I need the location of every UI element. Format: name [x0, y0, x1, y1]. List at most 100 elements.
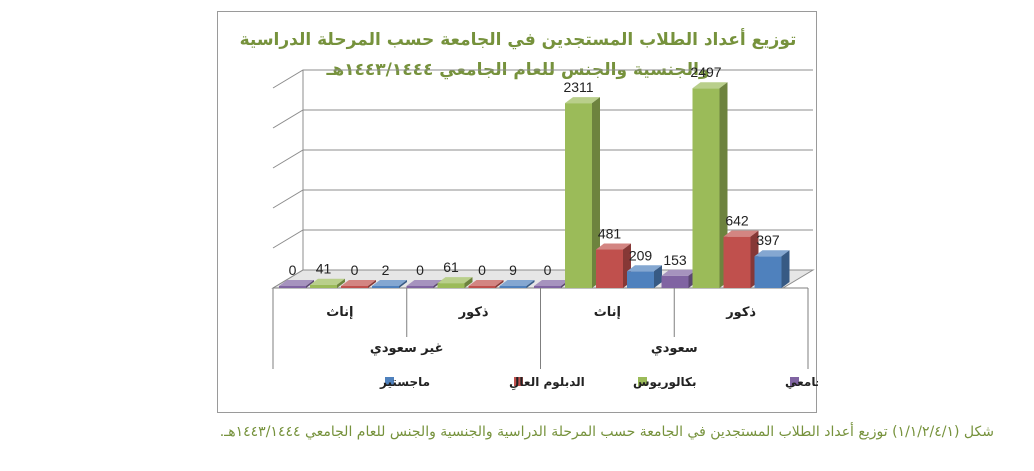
- bar-top: [596, 243, 631, 250]
- bar-1-2: [468, 280, 504, 288]
- bar-side: [464, 277, 473, 288]
- category-label: إناث: [326, 305, 353, 320]
- bar-3-1: [692, 82, 728, 289]
- category-axis: إناث ذكور إناث ذكور غير سعودي سعودي: [272, 287, 809, 369]
- bar-top: [534, 280, 569, 286]
- data-label: 41: [316, 261, 332, 277]
- legend-item: الدبلوم المتوسط والجامعي: [785, 375, 818, 390]
- bar-0-0: [279, 280, 314, 288]
- bar-2-1: [565, 97, 600, 289]
- bar-top: [723, 230, 759, 237]
- bar-front: [661, 275, 689, 288]
- data-label: 9: [509, 262, 517, 278]
- bar-side: [495, 280, 504, 288]
- legend-label: ماجستير: [379, 375, 430, 389]
- legend: الدبلوم المتوسط والجامعي بكالوريوس الدبلوم…: [379, 375, 818, 391]
- group-label: سعودي: [651, 341, 698, 356]
- bar-1-1: [437, 277, 473, 288]
- category-label: إناث: [594, 305, 621, 320]
- legend-item: ماجستير: [379, 375, 430, 389]
- chart-frame: توزيع أعداد الطلاب المستجدين في الجامعة …: [217, 11, 818, 413]
- bar-top: [406, 280, 442, 286]
- legend-label: الدبلوم العالِ: [509, 375, 585, 391]
- bar-top: [279, 280, 314, 286]
- bar-front: [372, 286, 399, 288]
- bar-3-3: [754, 250, 790, 288]
- bar-top: [437, 277, 473, 284]
- data-label: 642: [725, 213, 749, 229]
- data-label: 61: [443, 259, 459, 275]
- bar-top: [372, 280, 407, 286]
- bar-top: [627, 265, 662, 272]
- legend-item: الدبلوم العالِ: [509, 375, 585, 391]
- bar-front: [723, 236, 751, 288]
- bar-top: [661, 269, 697, 276]
- bar-top: [499, 280, 535, 286]
- bar-front: [310, 284, 337, 288]
- gridline: [272, 189, 813, 209]
- bar-front: [279, 286, 306, 288]
- bar-front: [437, 283, 465, 288]
- bar-2-3: [627, 265, 662, 288]
- bar-side: [592, 97, 600, 289]
- data-labels: 0 41 0 2 0 61 0 9 0 2311 481 209 153 2497 642 397: [289, 64, 780, 278]
- data-label: 153: [663, 252, 687, 268]
- legend-label: الدبلوم المتوسط والجامعي: [785, 375, 818, 390]
- bar-front: [341, 286, 368, 288]
- legend-swatch: [385, 377, 394, 386]
- bar-front: [499, 286, 527, 288]
- bar-3-2: [723, 230, 759, 288]
- data-label: 397: [756, 232, 780, 248]
- chart-svg: توزيع أعداد الطلاب المستجدين في الجامعة …: [240, 28, 818, 391]
- data-label: 2311: [563, 79, 593, 95]
- chart-title-line: توزيع أعداد الطلاب المستجدين في الجامعة …: [240, 28, 797, 50]
- bar-front: [627, 271, 654, 288]
- legend-swatch: [514, 377, 523, 386]
- bar-front: [596, 249, 623, 288]
- bar-side: [368, 280, 376, 288]
- bar-side: [654, 265, 662, 288]
- data-label: 0: [351, 262, 359, 278]
- bar-side: [781, 250, 790, 288]
- data-label: 0: [416, 262, 424, 278]
- bar-front: [692, 88, 720, 289]
- bar-front: [754, 256, 782, 288]
- group-label: غير سعودي: [370, 341, 444, 356]
- data-label: 481: [598, 226, 622, 242]
- category-label: ذكور: [458, 305, 489, 320]
- bar-side: [306, 280, 314, 288]
- gridline: [272, 149, 813, 169]
- bar-top: [468, 280, 504, 286]
- figure-caption: شكل (١/١/٢/٤/١) توزيع أعداد الطلاب المست…: [219, 424, 994, 440]
- bar-front: [565, 103, 592, 289]
- bar-3-0: [661, 269, 697, 288]
- bar-0-2: [341, 280, 376, 288]
- data-label: 2: [382, 262, 390, 278]
- bar-top: [310, 278, 345, 285]
- bar-side: [337, 278, 345, 288]
- data-label: 2497: [690, 64, 721, 80]
- bar-front: [534, 286, 561, 288]
- bar-top: [565, 97, 600, 104]
- bar-top: [754, 250, 790, 257]
- legend-item: بكالوريوس: [633, 375, 697, 390]
- legend-swatch: [638, 377, 647, 386]
- bar-side: [526, 280, 535, 288]
- bar-top: [692, 82, 728, 89]
- bars: [279, 82, 790, 289]
- bar-top: [341, 280, 376, 286]
- legend-swatch: [790, 377, 799, 386]
- bar-front: [406, 286, 434, 288]
- gridline: [272, 109, 813, 129]
- category-label: ذكور: [725, 305, 756, 320]
- bar-0-3: [372, 280, 407, 288]
- data-label: 0: [289, 262, 297, 278]
- data-label: 209: [629, 247, 653, 263]
- legend-label: بكالوريوس: [633, 375, 697, 390]
- bar-0-1: [310, 278, 345, 288]
- bar-2-2: [596, 243, 631, 288]
- bar-front: [468, 286, 496, 288]
- data-label: 0: [544, 262, 552, 278]
- bar-side: [399, 280, 407, 288]
- data-label: 0: [478, 262, 486, 278]
